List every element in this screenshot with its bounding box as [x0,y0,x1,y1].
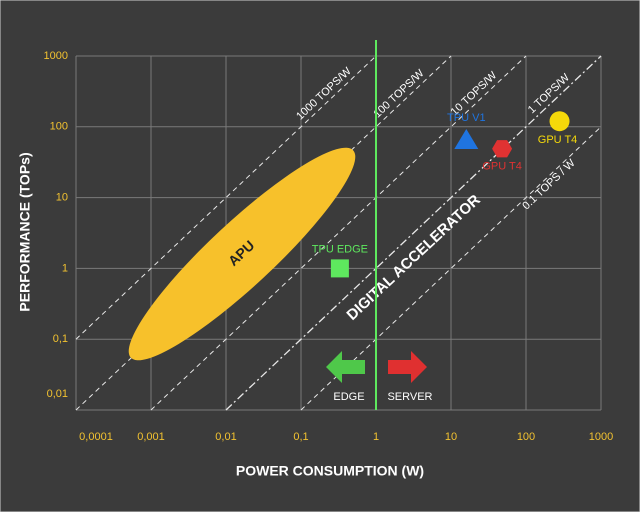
edge-arrow [326,351,365,383]
y-tick-label: 1000 [44,50,68,62]
efficiency-line [75,55,377,340]
point-label: TPU EDGE [312,243,368,255]
efficiency-line [150,55,527,411]
edge-label: EDGE [333,391,364,403]
point-label: TPU V1 [447,112,486,124]
x-tick-label: 0,0001 [79,431,113,443]
y-tick-label: 0,01 [47,388,68,400]
efficiency-line [300,126,602,411]
x-tick-label: 1000 [589,431,613,443]
point-label: GPU T4 [538,134,578,146]
y-axis-title: PERFORMANCE (TOPs) [17,152,33,311]
x-tick-label: 0,1 [293,431,308,443]
point [454,129,479,150]
x-tick-label: 1 [373,431,379,443]
point [549,111,570,132]
y-tick-label: 10 [56,192,68,204]
x-tick-label: 100 [517,431,535,443]
point [492,140,513,158]
point [330,259,349,278]
x-tick-label: 0,001 [137,431,165,443]
x-tick-label: 0,01 [215,431,236,443]
x-axis-title: POWER CONSUMPTION (W) [236,463,424,479]
apu-region [128,147,356,361]
point-label: GPU T4 [482,161,522,173]
server-arrow [388,351,427,383]
server-label: SERVER [387,391,432,403]
y-tick-label: 100 [50,121,68,133]
y-tick-label: 0,1 [53,333,68,345]
x-tick-label: 10 [445,431,457,443]
efficiency-line [225,55,602,411]
y-tick-label: 1 [62,262,68,274]
